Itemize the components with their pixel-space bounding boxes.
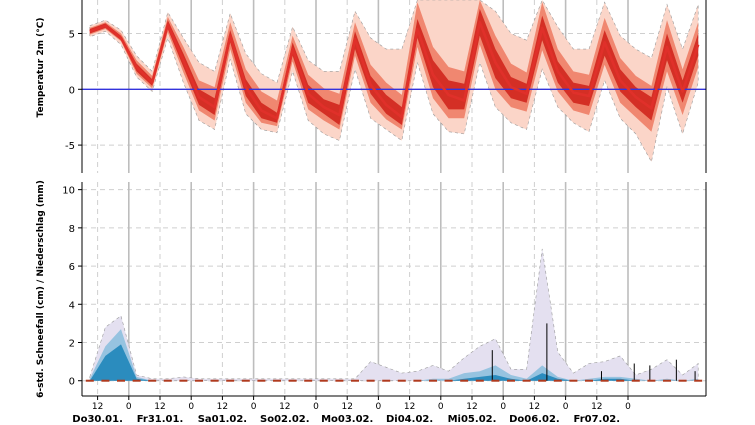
x-day-label: Fr07.02.: [574, 414, 621, 425]
y-axis-label: 6-std. Schneefall (cm) / Niederschlag (m…: [36, 180, 46, 398]
x-hour-label: 12: [466, 402, 477, 412]
x-hour-label: 12: [404, 402, 415, 412]
y-tick-label: 2: [69, 339, 75, 350]
x-day-label: Di04.02.: [386, 414, 433, 425]
y-tick-label: 0: [69, 377, 75, 388]
y-tick-label: 8: [69, 224, 75, 235]
x-hour-label: 12: [341, 402, 352, 412]
y-tick-label: 10: [62, 186, 75, 197]
precipitation-panel: 0 2 4 6 8 10 6-std. Schneefall (cm) / Niedersc…: [36, 180, 707, 398]
x-day-label: Fr31.01.: [137, 414, 184, 425]
x-hour-label: 12: [529, 402, 540, 412]
x-hour-label: 0: [438, 402, 444, 412]
x-hour-label: 0: [376, 402, 382, 412]
temperature-panel: -5 0 5 Temperatur 2m (°C): [36, 0, 707, 173]
x-hour-label: 0: [251, 402, 257, 412]
y-tick-label: 5: [69, 29, 75, 40]
y-tick-label: -5: [65, 141, 75, 152]
x-day-label: Sa01.02.: [198, 414, 247, 425]
x-hour-label: 0: [500, 402, 506, 412]
x-hour-label: 0: [313, 402, 319, 412]
x-hour-label: 12: [92, 402, 103, 412]
x-hour-label: 0: [126, 402, 132, 412]
x-hour-label: 0: [563, 402, 569, 412]
y-axis-label: Temperatur 2m (°C): [36, 18, 46, 118]
plot-area: [82, 182, 706, 396]
x-hour-label: 12: [591, 402, 602, 412]
x-day-label: So02.02.: [260, 414, 310, 425]
x-hour-label: 0: [188, 402, 194, 412]
y-tick-label: 6: [69, 262, 75, 273]
y-tick-label: 0: [69, 85, 75, 96]
x-hour-label: 12: [217, 402, 228, 412]
x-hour-label: 12: [279, 402, 290, 412]
x-day-label: Mi05.02.: [448, 414, 497, 425]
x-day-label: Mo03.02.: [321, 414, 373, 425]
x-hour-label: 0: [625, 402, 631, 412]
x-day-label: Do06.02.: [509, 414, 560, 425]
y-tick-label: 4: [69, 300, 75, 311]
x-day-label: Do30.01.: [72, 414, 123, 425]
x-hour-label: 12: [154, 402, 165, 412]
temp-median-line: [89, 21, 700, 120]
